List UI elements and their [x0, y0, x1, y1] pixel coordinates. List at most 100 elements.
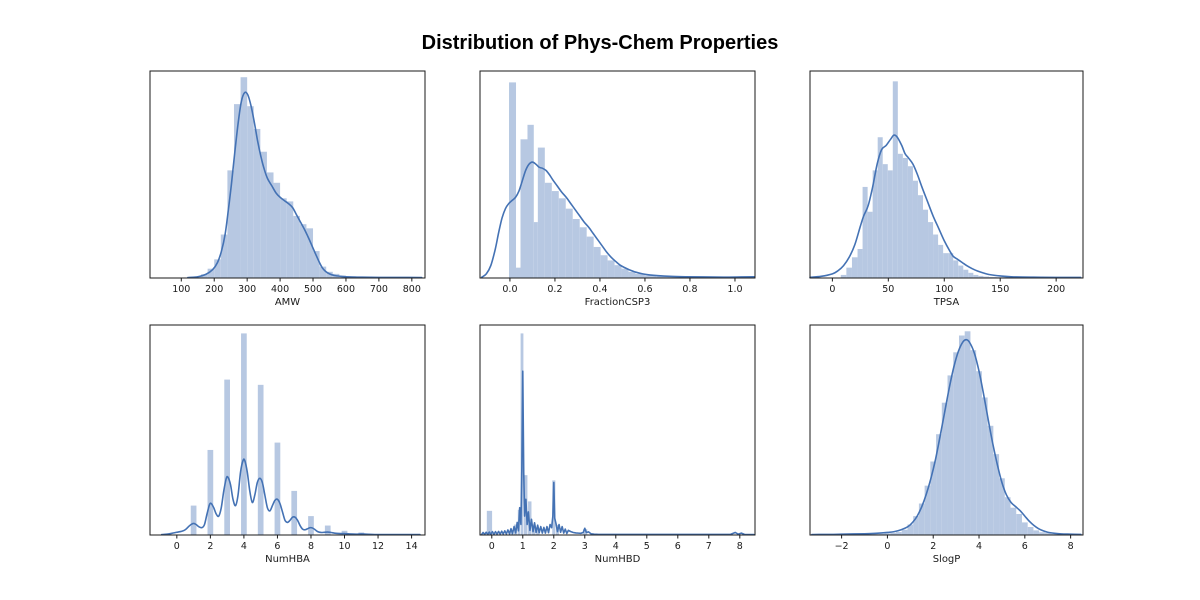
- x-tick-label: 0.2: [547, 284, 562, 295]
- histogram-bars: [811, 331, 1079, 535]
- kde-curve: [187, 91, 423, 279]
- histogram-bar: [890, 532, 896, 535]
- axes-spines: [149, 324, 426, 536]
- histogram-bar: [516, 267, 521, 278]
- histogram-bar: [253, 128, 261, 278]
- x-tick-label: 0.6: [637, 284, 652, 295]
- histogram-bar: [953, 352, 959, 535]
- x-axis: −2 0 2 4 6 8: [835, 535, 1074, 552]
- histogram-bar: [892, 81, 898, 278]
- histogram-bar: [273, 182, 281, 278]
- histogram-bar: [324, 525, 331, 535]
- histogram-bar: [964, 331, 971, 535]
- x-tick-label: 400: [271, 284, 289, 295]
- histogram-bar: [260, 151, 267, 278]
- histogram-bar: [224, 379, 230, 535]
- histogram-bar: [953, 260, 959, 278]
- x-axis: 0 1 2 3 4 5 6 7 8: [489, 535, 743, 552]
- x-tick-label: 6: [274, 541, 280, 552]
- histogram-bar: [240, 77, 248, 279]
- x-tick-label: 4: [613, 541, 619, 552]
- numhba-histogram-canvas: 0 2 4 6 8 10 12 14 NumHBA: [149, 324, 426, 565]
- axes-spines: [809, 70, 1084, 279]
- histogram-bar: [872, 170, 878, 278]
- x-axis: 0 2 4 6 8 10 12 14: [174, 535, 418, 552]
- histogram-bar: [857, 249, 863, 278]
- x-axis-label: TPSA: [933, 297, 960, 308]
- x-axis-label: FractionCSP3: [585, 297, 651, 308]
- kde-curve: [480, 370, 755, 536]
- histogram-bar: [257, 384, 264, 535]
- histogram-bar: [924, 485, 931, 535]
- x-axis-label: AMW: [275, 297, 300, 308]
- histogram-bar: [607, 260, 615, 278]
- histogram-bar: [936, 434, 942, 535]
- histogram-bar: [1044, 533, 1051, 535]
- x-tick-label: 8: [1068, 541, 1074, 552]
- x-tick-label: 10: [338, 541, 350, 552]
- histogram-bar: [923, 209, 929, 278]
- x-axis: 100 200 300 400 500 600 700 800: [172, 278, 421, 295]
- histogram-bar: [536, 528, 540, 535]
- kde-curve: [811, 338, 1082, 536]
- histogram-bar: [928, 222, 934, 278]
- kde-curve: [481, 161, 755, 278]
- histogram-bar: [918, 503, 925, 535]
- histogram-bar: [862, 186, 868, 278]
- histogram-bar: [941, 402, 948, 535]
- histogram-bar: [1027, 527, 1034, 535]
- fractioncsp3-histogram-canvas: 0.0 0.2 0.4 0.6 0.8 1.0 FractionCSP3: [479, 70, 756, 308]
- histogram-bar: [896, 532, 902, 535]
- x-tick-label: 8: [308, 541, 314, 552]
- histogram-bar: [544, 182, 552, 278]
- histogram-bar: [628, 271, 636, 278]
- x-tick-label: 5: [644, 541, 650, 552]
- histogram-bar: [319, 266, 327, 278]
- x-tick-label: 100: [935, 284, 953, 295]
- x-tick-label: 4: [976, 541, 982, 552]
- histogram-bar: [1039, 532, 1045, 535]
- histogram-bars: [840, 81, 1081, 278]
- histogram-bar: [214, 259, 221, 278]
- x-tick-label: 100: [172, 284, 190, 295]
- x-tick-label: 12: [372, 541, 384, 552]
- histogram-bar: [565, 208, 573, 278]
- histogram-bar: [878, 533, 885, 535]
- histogram-bars: [194, 77, 422, 279]
- histogram-bar: [233, 104, 241, 278]
- x-tick-label: 6: [675, 541, 681, 552]
- histogram-bar: [614, 265, 622, 278]
- histogram-bar: [902, 157, 908, 278]
- histogram-bar: [877, 137, 883, 278]
- histogram-bar: [958, 335, 965, 535]
- histogram-bar: [978, 275, 984, 278]
- x-axis: 0 50 100 150 200: [829, 278, 1065, 295]
- histogram-bar: [201, 274, 208, 278]
- histogram-bar: [600, 255, 608, 278]
- x-tick-label: 3: [582, 541, 588, 552]
- x-tick-label: 50: [882, 284, 894, 295]
- histogram-bar: [912, 180, 918, 278]
- histogram-bar: [867, 211, 873, 278]
- x-tick-label: 0: [489, 541, 495, 552]
- histogram-bar: [938, 244, 944, 278]
- histogram-bar: [286, 201, 294, 278]
- histogram-bars: [190, 333, 365, 535]
- x-tick-label: 8: [737, 541, 743, 552]
- histogram-bar: [313, 251, 320, 278]
- x-axis-label: NumHBA: [265, 554, 310, 565]
- histogram-bar: [970, 350, 977, 535]
- histogram-bar: [947, 375, 954, 535]
- x-axis-label: NumHBD: [595, 554, 641, 565]
- histogram-bar: [999, 478, 1005, 535]
- histogram-bar: [917, 195, 923, 278]
- histogram-bar: [882, 164, 888, 278]
- x-tick-label: 300: [238, 284, 256, 295]
- histogram-bar: [989, 276, 997, 278]
- histogram-bar: [247, 106, 254, 278]
- histogram-bar: [656, 276, 670, 278]
- histogram-bar: [846, 267, 852, 278]
- x-tick-label: 1.0: [727, 284, 742, 295]
- histogram-bar: [1016, 514, 1022, 535]
- histogram-bar: [981, 397, 988, 535]
